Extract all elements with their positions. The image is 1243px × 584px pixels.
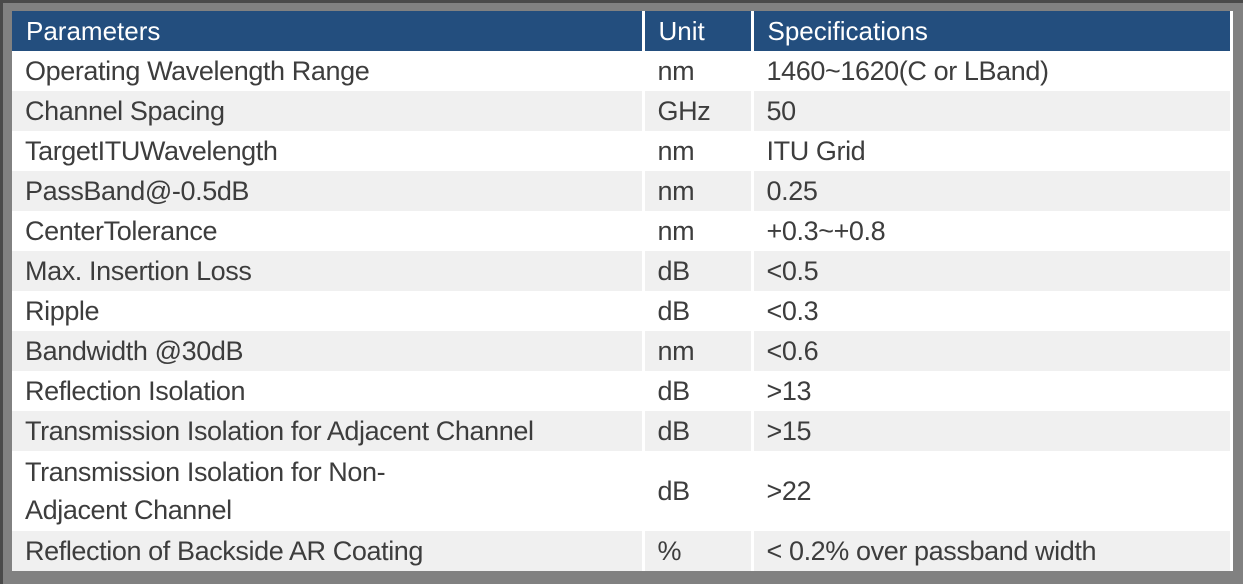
specification-cell: ITU Grid bbox=[750, 131, 1231, 171]
specification-cell: <0.5 bbox=[750, 251, 1231, 291]
specification-cell: +0.3~+0.8 bbox=[750, 211, 1231, 251]
specification-cell: < 0.2% over passband width bbox=[750, 531, 1231, 571]
specification-cell: 50 bbox=[750, 91, 1231, 131]
parameter-cell: Transmission Isolation for Non- Adjacent… bbox=[12, 451, 643, 531]
unit-cell: nm bbox=[641, 131, 752, 171]
table-row: PassBand@-0.5dB nm 0.25 bbox=[12, 171, 1231, 211]
specification-cell: >13 bbox=[750, 371, 1231, 411]
unit-cell: dB bbox=[641, 451, 752, 531]
parameter-cell: CenterTolerance bbox=[12, 211, 643, 251]
table-row: Transmission Isolation for Adjacent Chan… bbox=[12, 411, 1231, 451]
parameter-cell: Transmission Isolation for Adjacent Chan… bbox=[12, 411, 643, 451]
unit-cell: nm bbox=[641, 211, 752, 251]
table-row: Transmission Isolation for Non- Adjacent… bbox=[12, 451, 1231, 531]
unit-cell: dB bbox=[641, 371, 752, 411]
table-row: Operating Wavelength Range nm 1460~1620(… bbox=[12, 51, 1231, 91]
parameter-cell: Operating Wavelength Range bbox=[12, 51, 643, 91]
unit-cell: dB bbox=[641, 411, 752, 451]
specification-cell: <0.3 bbox=[750, 291, 1231, 331]
parameter-cell: PassBand@-0.5dB bbox=[12, 171, 643, 211]
table-body: Operating Wavelength Range nm 1460~1620(… bbox=[12, 51, 1231, 571]
specifications-table: Parameters Unit Specifications Operating… bbox=[12, 11, 1233, 571]
unit-cell: nm bbox=[641, 171, 752, 211]
unit-cell: % bbox=[641, 531, 752, 571]
column-header-unit: Unit bbox=[641, 11, 752, 51]
parameter-cell: Max. Insertion Loss bbox=[12, 251, 643, 291]
table-row: TargetITUWavelength nm ITU Grid bbox=[12, 131, 1231, 171]
column-header-specifications: Specifications bbox=[750, 11, 1231, 51]
specification-cell: >15 bbox=[750, 411, 1231, 451]
specification-cell: 0.25 bbox=[750, 171, 1231, 211]
table-row: Reflection Isolation dB >13 bbox=[12, 371, 1231, 411]
parameter-cell: Ripple bbox=[12, 291, 643, 331]
unit-cell: nm bbox=[641, 331, 752, 371]
parameter-cell: Reflection Isolation bbox=[12, 371, 643, 411]
unit-cell: GHz bbox=[641, 91, 752, 131]
table-row: Ripple dB <0.3 bbox=[12, 291, 1231, 331]
unit-cell: dB bbox=[641, 251, 752, 291]
specification-cell: >22 bbox=[750, 451, 1231, 531]
unit-cell: nm bbox=[641, 51, 752, 91]
table-row: Max. Insertion Loss dB <0.5 bbox=[12, 251, 1231, 291]
specification-cell: 1460~1620(C or LBand) bbox=[750, 51, 1231, 91]
column-header-parameters: Parameters bbox=[12, 11, 643, 51]
table-row: Channel Spacing GHz 50 bbox=[12, 91, 1231, 131]
parameter-cell: Reflection of Backside AR Coating bbox=[12, 531, 643, 571]
parameter-cell: Bandwidth @30dB bbox=[12, 331, 643, 371]
unit-cell: dB bbox=[641, 291, 752, 331]
header-row: Parameters Unit Specifications bbox=[12, 11, 1231, 51]
table-row: Reflection of Backside AR Coating % < 0.… bbox=[12, 531, 1231, 571]
table-row: Bandwidth @30dB nm <0.6 bbox=[12, 331, 1231, 371]
parameter-cell: Channel Spacing bbox=[12, 91, 643, 131]
table-row: CenterTolerance nm +0.3~+0.8 bbox=[12, 211, 1231, 251]
specification-cell: <0.6 bbox=[750, 331, 1231, 371]
parameter-cell: TargetITUWavelength bbox=[12, 131, 643, 171]
